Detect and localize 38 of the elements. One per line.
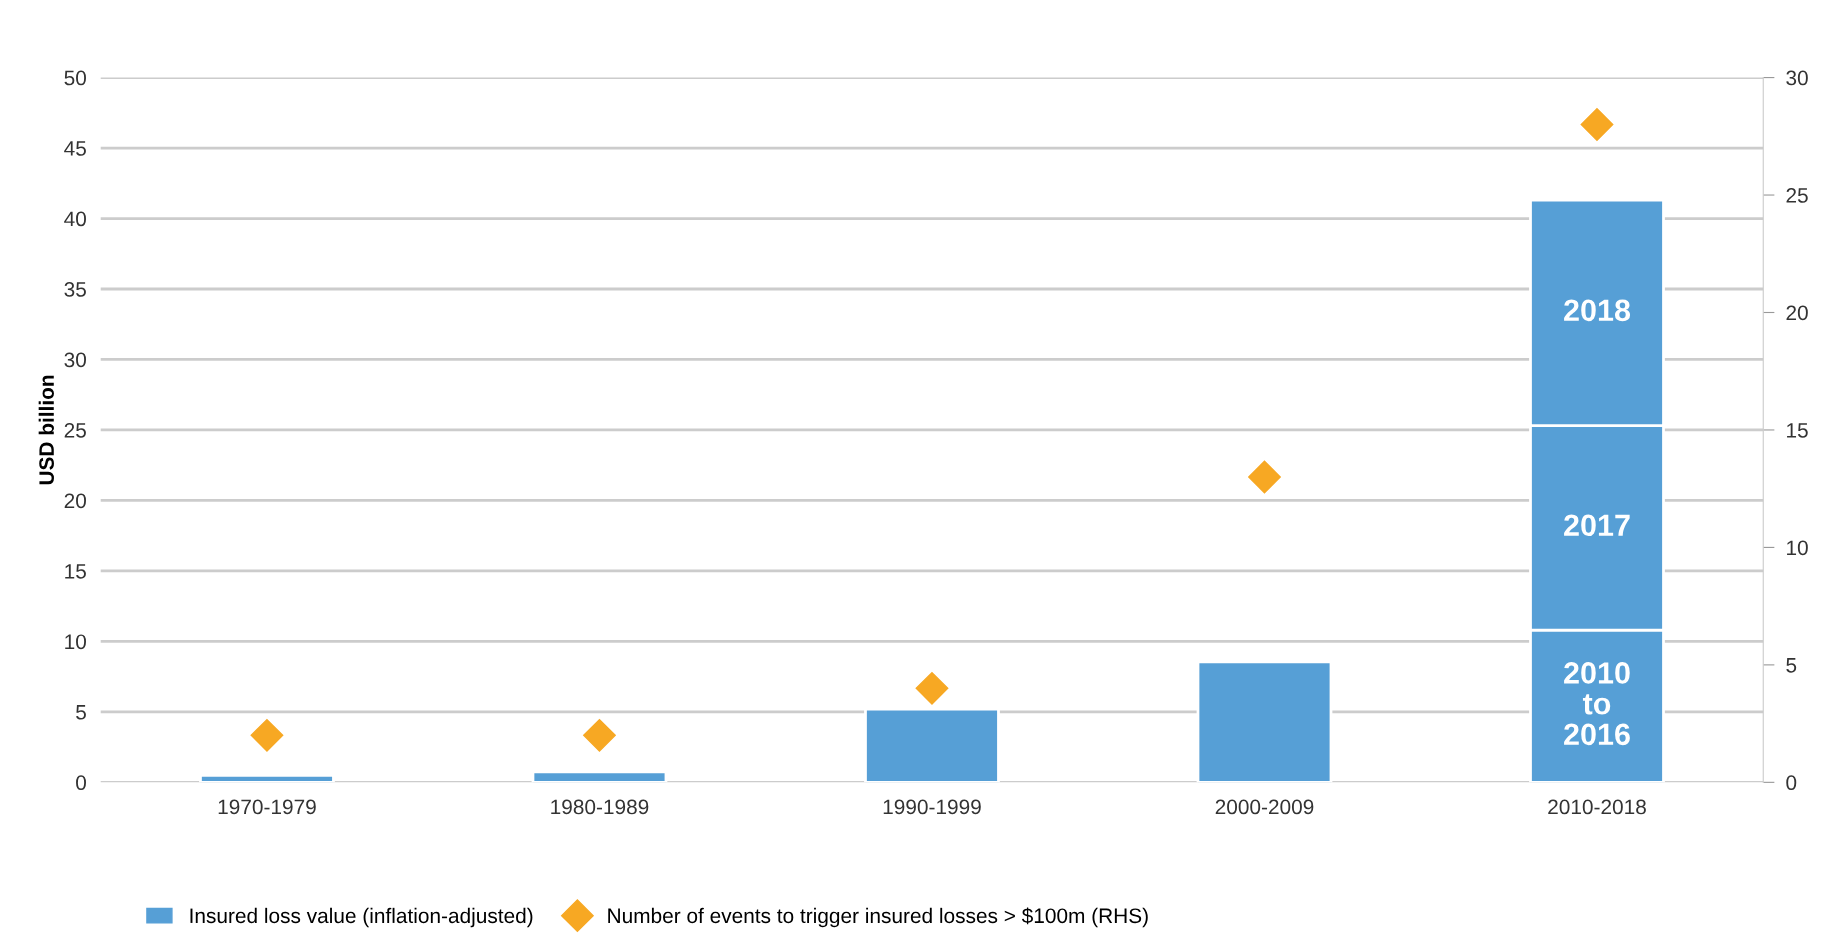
y-tick-label: 20 [64, 493, 86, 509]
y-tick-label: 45 [64, 141, 86, 156]
y-tick-label: 15 [65, 564, 86, 579]
bar [531, 770, 668, 783]
y-axis-title: USD billion [38, 375, 54, 485]
point [250, 718, 284, 752]
x-tick-label: 2000-2009 [1215, 799, 1314, 815]
y2-tick-label: 20 [1786, 305, 1808, 321]
y-tick-label: 25 [64, 422, 86, 438]
y-tick-label: 5 [76, 705, 86, 720]
legend-label: Number of events to trigger insured losses > $100m (RHS) [608, 907, 1148, 928]
bar [1196, 660, 1333, 783]
y-tick-label: 35 [64, 282, 86, 297]
point [915, 671, 949, 705]
annotation: 2017 [1564, 514, 1630, 537]
x-tick-label: 1990-1999 [883, 799, 981, 815]
y-tick-label: 0 [76, 775, 86, 791]
y2-tick-label: 5 [1786, 658, 1797, 673]
y-tick-label: 40 [64, 211, 86, 227]
annotation: 2018 [1564, 299, 1631, 322]
y2-tick-label: 10 [1787, 540, 1808, 556]
y2-tick-label: 30 [1786, 70, 1808, 86]
y-tick-label: 50 [64, 70, 86, 86]
x-tick-label: 2010-2018 [1548, 799, 1646, 815]
point [1248, 460, 1281, 494]
bar [864, 707, 1000, 783]
annotation: 2010 to 2016 [1564, 662, 1630, 746]
legend-label: Insured loss value (inflation-adjusted) [190, 907, 533, 928]
y-tick-label: 30 [64, 352, 86, 368]
x-tick-label: 1970-1979 [218, 799, 316, 815]
point [1580, 108, 1614, 141]
bar [199, 773, 335, 783]
x-tick-label: 1980-1989 [551, 799, 649, 815]
y2-tick-label: 25 [1786, 188, 1808, 203]
y2-tick-label: 0 [1786, 775, 1797, 791]
y-tick-label: 10 [65, 634, 86, 650]
point [583, 718, 616, 752]
y2-tick-label: 15 [1787, 423, 1808, 438]
